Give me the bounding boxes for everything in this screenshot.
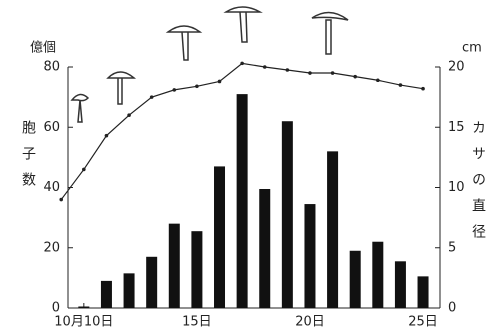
y-tick-label: 20: [43, 240, 60, 255]
bar: [124, 273, 135, 308]
line-point: [150, 95, 154, 99]
y2-tick-label: 5: [448, 240, 456, 255]
x-tick-label: 15日: [182, 315, 212, 330]
y-tick-label: 80: [43, 60, 60, 75]
line-point: [127, 113, 131, 117]
line-point: [82, 168, 86, 172]
bar: [78, 306, 89, 308]
line-point: [308, 71, 312, 75]
line-point: [421, 87, 425, 91]
bar: [304, 204, 315, 308]
bar: [191, 231, 202, 308]
line-point: [59, 198, 63, 202]
bar: [418, 276, 429, 308]
line-point: [286, 68, 290, 72]
y2-tick-label: 0: [448, 301, 456, 316]
bar: [372, 242, 383, 308]
bar: [101, 281, 112, 308]
line-point: [399, 83, 403, 87]
bar: [350, 251, 361, 308]
y-unit: 億個: [30, 40, 56, 56]
line-point: [195, 84, 199, 88]
bar: [327, 151, 338, 308]
chart: 億個 cm 胞子数 カサの直径 0 20 40 60 80 0 5 10 15 20 10月10日 1…: [0, 0, 495, 332]
bar: [169, 224, 180, 308]
mushroom-icons: [72, 7, 348, 122]
y-tick-label: 40: [43, 180, 60, 195]
bar: [259, 189, 270, 308]
y2-tick-label: 20: [448, 60, 465, 75]
line-point: [331, 71, 335, 75]
y2-unit: cm: [462, 41, 482, 56]
y2-label: カサの直径: [470, 120, 486, 250]
y-tick-label: 0: [52, 301, 60, 316]
y2-tick-label: 15: [448, 120, 465, 135]
line-point: [105, 134, 109, 138]
line-point: [263, 65, 267, 69]
y2-tick-label: 10: [448, 180, 465, 195]
bar: [237, 94, 248, 308]
line-point: [240, 62, 244, 66]
line-point: [353, 75, 357, 79]
x-tick-label: 10月10日: [54, 315, 113, 330]
bar: [395, 261, 406, 308]
x-tick-label: 20日: [295, 315, 325, 330]
bar: [146, 257, 157, 308]
bar: [214, 166, 225, 308]
line-point: [172, 88, 176, 92]
x-tick-label: 25日: [408, 315, 438, 330]
line-point: [376, 78, 380, 82]
bar: [282, 121, 293, 308]
y-label: 胞子数: [20, 120, 36, 198]
y-tick-label: 60: [43, 120, 60, 135]
line-point: [218, 80, 222, 84]
